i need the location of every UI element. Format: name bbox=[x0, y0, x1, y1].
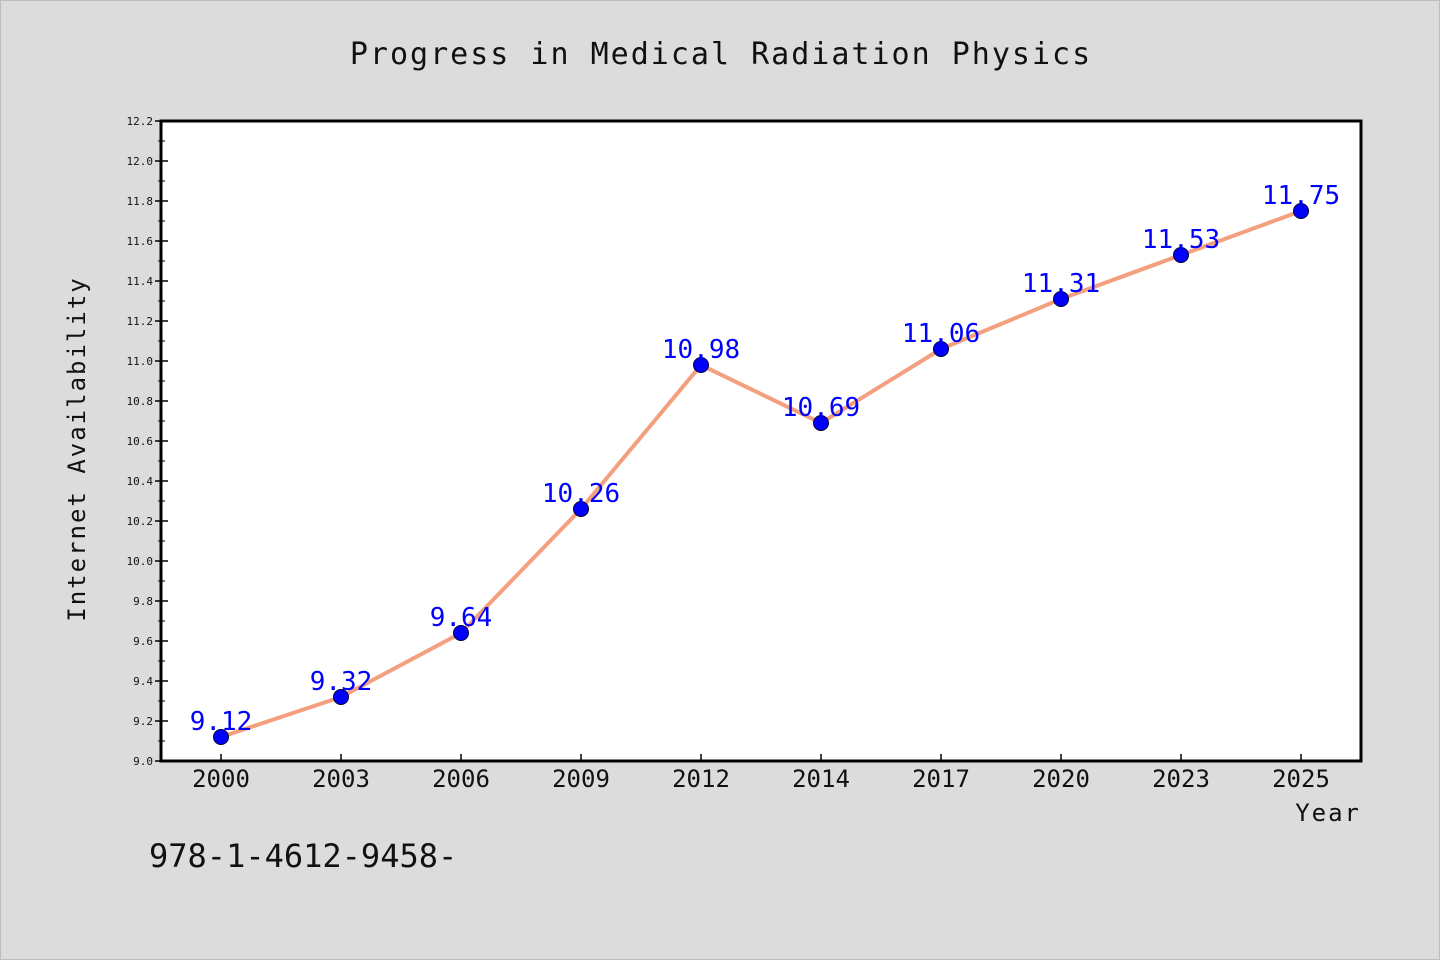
y-tick-label: 10.2 bbox=[127, 515, 154, 528]
data-markers bbox=[213, 203, 1309, 745]
x-tick-label: 2012 bbox=[672, 765, 730, 793]
y-tick-label: 10.8 bbox=[127, 395, 154, 408]
plot-frame bbox=[159, 119, 1363, 763]
y-tick-label: 10.4 bbox=[127, 475, 154, 488]
data-label: 10.98 bbox=[662, 335, 740, 365]
y-tick-label: 11.6 bbox=[127, 235, 154, 248]
data-label: 11.53 bbox=[1142, 225, 1220, 255]
y-axis-label: Internet Availability bbox=[63, 276, 91, 621]
x-tick-label: 2017 bbox=[912, 765, 970, 793]
x-tick-label: 2023 bbox=[1152, 765, 1210, 793]
data-point bbox=[813, 415, 829, 431]
plot-area bbox=[161, 121, 1361, 761]
data-label: 9.32 bbox=[310, 667, 373, 697]
y-tick-label: 9.6 bbox=[133, 635, 153, 648]
y-tick-label: 10.6 bbox=[127, 435, 154, 448]
data-label: 10.26 bbox=[542, 479, 620, 509]
footer-text: 978-1-4612-9458- bbox=[149, 837, 457, 875]
x-tick-label: 2009 bbox=[552, 765, 610, 793]
x-tick-label: 2000 bbox=[192, 765, 250, 793]
data-point bbox=[933, 341, 949, 357]
y-tick-label: 11.8 bbox=[127, 195, 154, 208]
data-label: 11.31 bbox=[1022, 269, 1100, 299]
data-point bbox=[213, 729, 229, 745]
y-tick-label: 11.0 bbox=[127, 355, 154, 368]
data-label: 11.75 bbox=[1262, 181, 1340, 211]
data-point bbox=[453, 625, 469, 641]
x-axis: 2000 2003 2006 2009 2012 2014 2017 2020 2023 2025 bbox=[192, 754, 1330, 793]
x-tick-label: 2014 bbox=[792, 765, 850, 793]
y-tick-label: 9.4 bbox=[133, 675, 153, 688]
y-tick-label: 9.2 bbox=[133, 715, 153, 728]
data-label: 10.69 bbox=[782, 393, 860, 423]
x-tick-label: 2025 bbox=[1272, 765, 1330, 793]
data-point bbox=[573, 501, 589, 517]
data-labels: 9.12 9.32 9.64 10.26 10.98 10.69 11.06 11.31 11.… bbox=[190, 181, 1340, 737]
x-tick-label: 2003 bbox=[312, 765, 370, 793]
data-label: 9.12 bbox=[190, 707, 253, 737]
series-line bbox=[219, 209, 1303, 739]
y-tick-label: 9.0 bbox=[133, 755, 153, 768]
data-label: 11.06 bbox=[902, 319, 980, 349]
y-tick-label: 11.2 bbox=[127, 315, 154, 328]
data-point bbox=[1053, 291, 1069, 307]
data-point bbox=[1293, 203, 1309, 219]
y-tick-label: 11.4 bbox=[127, 275, 154, 288]
x-axis-label: Year bbox=[1295, 799, 1361, 827]
x-tick-label: 2006 bbox=[432, 765, 490, 793]
data-point bbox=[1173, 247, 1189, 263]
data-point bbox=[333, 689, 349, 705]
y-tick-label: 12.2 bbox=[127, 115, 154, 128]
data-point bbox=[693, 357, 709, 373]
y-tick-label: 9.8 bbox=[133, 595, 153, 608]
x-tick-label: 2020 bbox=[1032, 765, 1090, 793]
data-label: 9.64 bbox=[430, 603, 493, 633]
chart-title: Progress in Medical Radiation Physics bbox=[350, 37, 1092, 72]
y-tick-label: 12.0 bbox=[127, 155, 154, 168]
y-tick-label: 10.0 bbox=[127, 555, 154, 568]
